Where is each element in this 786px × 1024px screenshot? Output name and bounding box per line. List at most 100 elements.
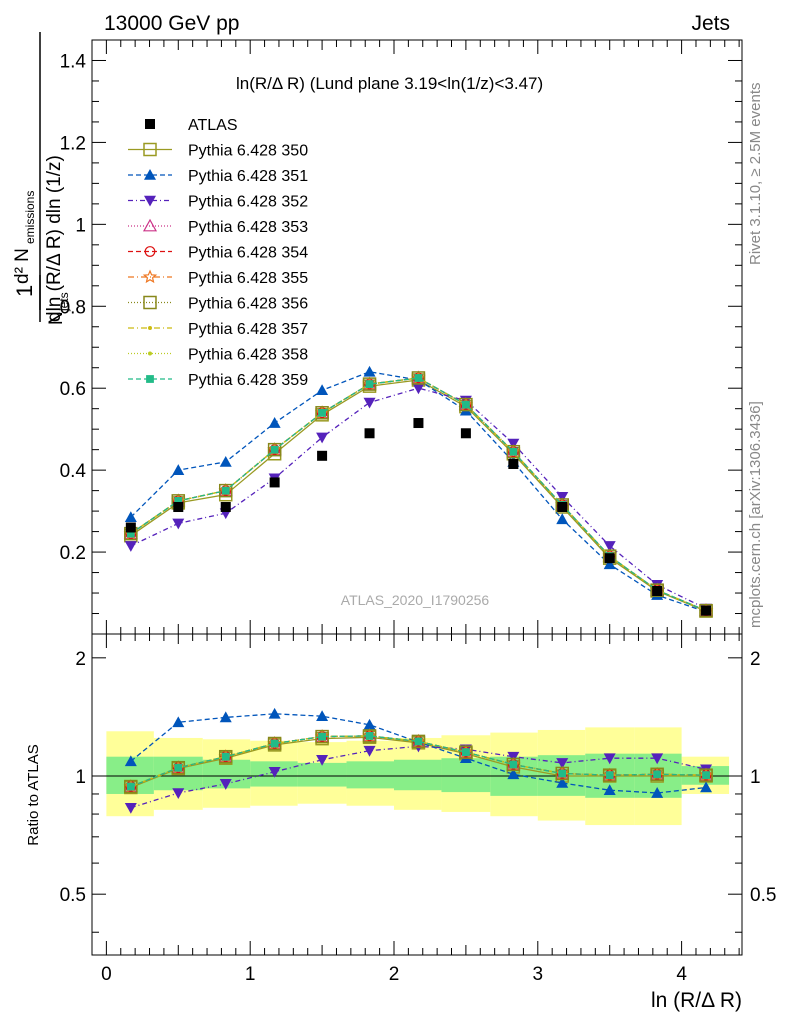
- data-marker: [270, 739, 279, 748]
- bottom-axis-ticks: 0.5 0.5 1 1 2 2 0 1 2 3 4: [60, 634, 776, 985]
- data-marker: [702, 771, 710, 780]
- x-tick-label: 3: [533, 964, 544, 985]
- y-axis-label-top: 1 N jets: [12, 275, 71, 325]
- data-marker: [363, 745, 376, 757]
- band-green: [441, 758, 491, 793]
- y-axis-label-top-fraction: d² N emissions dln (R/Δ R) dln (1/z): [12, 32, 65, 322]
- rivet-label: Rivet 3.1.10, ≥ 2.5M events: [747, 83, 764, 266]
- y-tick-label: 1.2: [60, 133, 86, 154]
- data-marker: [126, 529, 135, 538]
- data-marker: [411, 371, 426, 385]
- data-marker: [363, 365, 376, 377]
- data-marker: [315, 406, 329, 420]
- data-marker: [318, 408, 326, 417]
- svg-text:d² N: d² N: [12, 248, 33, 284]
- data-marker: [219, 711, 232, 723]
- legend-entry-atlas: ATLAS: [145, 117, 238, 134]
- data-marker: [142, 218, 158, 232]
- atlas-data-point: [460, 428, 471, 439]
- y-tick-label: 1: [75, 215, 86, 236]
- data-marker: [651, 787, 664, 798]
- legend-marker: [145, 119, 155, 129]
- data-marker: [218, 483, 233, 498]
- data-marker: [461, 400, 470, 409]
- data-marker: [268, 766, 281, 778]
- data-marker: [507, 768, 520, 780]
- data-marker: [174, 496, 183, 505]
- legend-label: Pythia 6.428 351: [188, 168, 308, 185]
- legend-label: Pythia 6.428 350: [188, 143, 308, 160]
- data-marker: [316, 754, 329, 766]
- jets-label: Jets: [691, 12, 730, 35]
- data-marker: [653, 770, 662, 779]
- data-marker: [316, 710, 329, 722]
- svg-text:1: 1: [12, 285, 37, 297]
- data-marker: [318, 732, 326, 741]
- data-marker: [411, 734, 426, 749]
- legend-label: Pythia 6.428 358: [188, 347, 308, 364]
- legend-entry-7: Pythia 6.428 356: [128, 296, 308, 313]
- data-marker: [556, 776, 569, 788]
- data-marker: [414, 737, 423, 746]
- data-marker: [651, 753, 664, 765]
- data-marker: [148, 326, 152, 330]
- legend-entry-3: Pythia 6.428 352: [128, 194, 308, 211]
- atlas-data-point: [364, 428, 375, 439]
- atlas-data-point: [413, 418, 424, 429]
- data-marker: [506, 757, 521, 772]
- atlas-data-point: [269, 477, 280, 488]
- legend-label: Pythia 6.428 357: [188, 321, 308, 338]
- svg-text:emissions: emissions: [23, 191, 37, 244]
- y-tick-label: 0.8: [60, 297, 86, 318]
- data-marker: [506, 444, 521, 459]
- ratio-y-tick-label-right: 1: [750, 767, 761, 788]
- data-marker: [270, 445, 279, 454]
- data-marker: [172, 788, 185, 800]
- legend-entry-4: Pythia 6.428 353: [128, 218, 308, 236]
- data-marker: [124, 511, 137, 523]
- legend-entry-1: Pythia 6.428 350: [128, 143, 308, 160]
- atlas-data-point: [317, 450, 328, 461]
- legend-entry-2: Pythia 6.428 351: [128, 168, 308, 185]
- data-marker: [218, 749, 233, 764]
- band-green: [346, 761, 394, 789]
- legend-label: Pythia 6.428 354: [188, 245, 308, 262]
- svg-text:N: N: [46, 311, 67, 325]
- data-marker: [412, 383, 425, 395]
- energy-label: 13000 GeV pp: [104, 12, 239, 35]
- data-marker: [144, 169, 156, 180]
- y-tick-label: 0.6: [60, 379, 86, 400]
- data-marker: [459, 397, 473, 412]
- data-marker: [268, 417, 281, 428]
- ratio-y-tick-label: 0.5: [60, 885, 86, 906]
- data-marker: [365, 380, 374, 389]
- x-tick-label: 0: [101, 964, 112, 985]
- data-marker: [219, 455, 232, 467]
- data-marker: [267, 442, 282, 457]
- bottom-panel-frame: [91, 633, 743, 956]
- atlas-data-point: [220, 502, 231, 513]
- x-tick-label: 4: [676, 964, 687, 985]
- y-tick-label: 0.2: [60, 543, 86, 564]
- atlas-data-point: [125, 522, 136, 533]
- data-marker: [148, 351, 152, 356]
- top-axis-ticks: 0.2 0.4 0.6 0.8 1 1.2 1.4: [60, 40, 742, 635]
- data-marker: [174, 763, 183, 772]
- data-marker: [556, 491, 569, 503]
- data-marker: [509, 760, 518, 769]
- atlas-data-point: [508, 458, 519, 469]
- mcplots-label: mcplots.cern.ch [arXiv:1306.3436]: [747, 401, 764, 628]
- data-marker: [126, 782, 135, 791]
- legend: ATLAS Pythia 6.428 350 Pythia 6.428 351 Pyt…: [128, 117, 308, 389]
- data-marker: [219, 779, 232, 790]
- svg-text:dln (R/Δ R) dln (1/z): dln (R/Δ R) dln (1/z): [44, 155, 65, 322]
- data-marker: [172, 464, 185, 475]
- legend-label: Pythia 6.428 355: [188, 270, 308, 287]
- data-marker: [144, 246, 156, 257]
- data-marker: [556, 513, 569, 525]
- data-marker: [650, 583, 664, 597]
- svg-text:jets: jets: [57, 292, 71, 312]
- data-marker: [363, 397, 376, 409]
